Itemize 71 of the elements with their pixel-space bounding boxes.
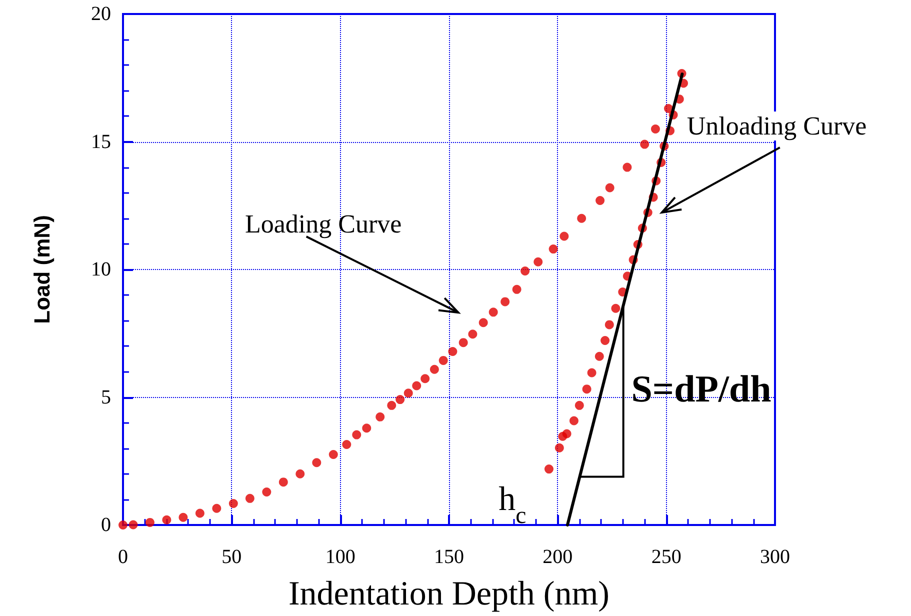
point xyxy=(420,374,430,384)
point xyxy=(558,432,568,441)
point xyxy=(438,356,448,365)
x-tick-label: 100 xyxy=(325,546,356,568)
point xyxy=(569,416,578,426)
point xyxy=(544,464,554,474)
point xyxy=(600,336,610,346)
y-tick-label: 20 xyxy=(91,3,111,25)
point xyxy=(118,520,128,530)
point xyxy=(577,214,586,223)
y-tick-label: 15 xyxy=(91,130,111,153)
point xyxy=(582,384,592,394)
point xyxy=(262,488,272,497)
point xyxy=(312,458,322,468)
point xyxy=(548,244,558,254)
x-tick-label: 300 xyxy=(760,546,790,568)
point xyxy=(512,284,522,294)
point xyxy=(352,430,362,440)
point xyxy=(195,508,204,518)
annotation: h$_{c}$ xyxy=(498,481,526,529)
point xyxy=(376,412,385,422)
y-axis-title: Load (mN) xyxy=(30,215,54,324)
point xyxy=(500,297,510,306)
point xyxy=(560,232,569,241)
point xyxy=(162,515,172,524)
point xyxy=(611,304,620,313)
point xyxy=(650,124,660,134)
point xyxy=(468,330,478,339)
point xyxy=(640,140,650,149)
point xyxy=(278,478,288,487)
point xyxy=(362,424,372,433)
point xyxy=(342,440,352,450)
point xyxy=(622,162,632,172)
point xyxy=(594,352,604,361)
point xyxy=(534,257,543,266)
x-tick-label: 150 xyxy=(434,546,464,568)
point xyxy=(128,520,138,530)
y-tick-label: 5 xyxy=(101,386,111,408)
point xyxy=(604,320,614,330)
x-axis-title: Indentation Depth (nm) xyxy=(288,576,610,612)
point xyxy=(228,499,238,508)
y-tick-label: 0 xyxy=(101,514,111,536)
point xyxy=(587,368,596,378)
point xyxy=(448,347,458,356)
point xyxy=(596,196,605,206)
y-tick-label: 10 xyxy=(91,258,111,280)
point xyxy=(245,494,254,503)
point xyxy=(430,364,439,374)
point xyxy=(574,400,584,410)
point xyxy=(328,450,338,459)
point xyxy=(488,308,498,317)
point xyxy=(412,381,422,390)
x-tick-label: 200 xyxy=(542,546,573,568)
x-tick-label: 50 xyxy=(222,546,242,568)
point xyxy=(396,395,405,404)
point xyxy=(605,183,614,192)
annotation: S=dP/dh xyxy=(631,368,772,410)
point xyxy=(478,318,488,328)
point xyxy=(554,443,564,452)
point xyxy=(458,338,468,348)
point xyxy=(404,388,413,398)
point xyxy=(520,266,530,276)
annotation: Unloading Curve xyxy=(686,112,867,141)
point xyxy=(178,512,188,522)
annotation: Loading Curve xyxy=(245,210,402,239)
x-tick-label: 0 xyxy=(118,546,128,568)
point xyxy=(145,518,154,527)
point xyxy=(212,504,222,513)
point xyxy=(296,469,305,478)
x-tick-label: 250 xyxy=(651,546,682,568)
point xyxy=(387,400,396,410)
